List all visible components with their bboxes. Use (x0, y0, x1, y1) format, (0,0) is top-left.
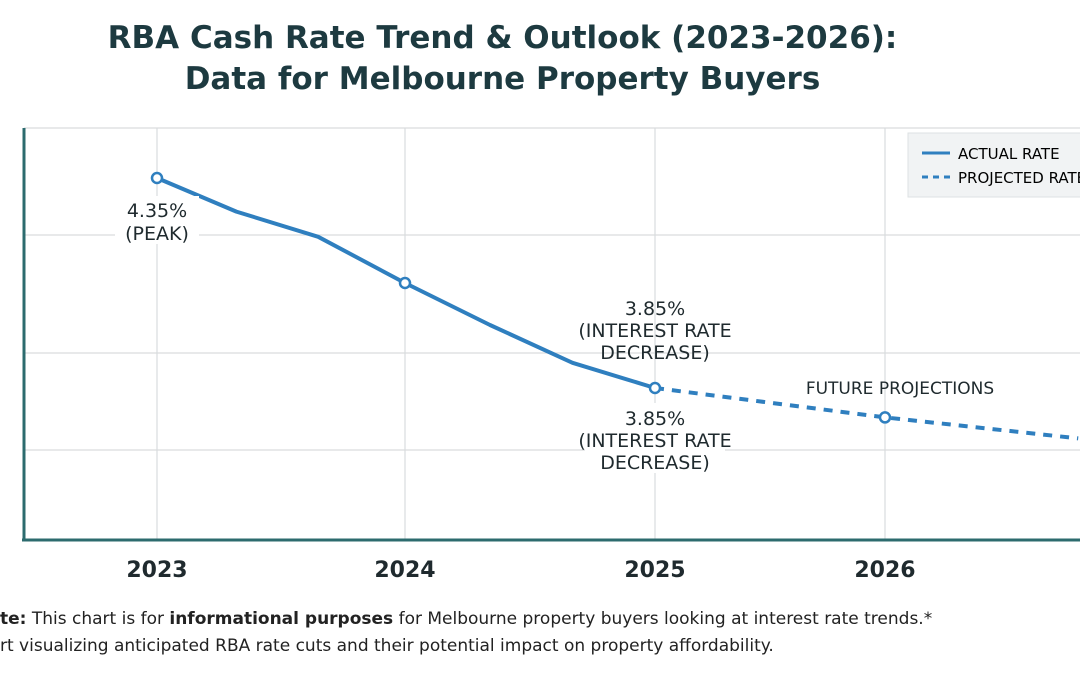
title-line-2: Data for Melbourne Property Buyers (184, 61, 821, 97)
legend-label-actual: ACTUAL RATE (958, 145, 1060, 163)
data-point-marker (398, 276, 412, 290)
series-line-projected (654, 386, 1079, 441)
x-tick-label: 2026 (854, 558, 915, 583)
footnote-text-a: This chart is for (26, 609, 170, 629)
annotation-2025-label-upper: (INTEREST RATE (578, 320, 731, 342)
data-point-marker (878, 411, 892, 424)
chart-title: RBA Cash Rate Trend & Outlook (2023-2026… (0, 18, 1005, 100)
footnote-text-b: for Melbourne property buyers looking at… (393, 609, 933, 629)
annotation-2025-label-lower: (INTEREST RATE (578, 430, 731, 452)
data-point-marker (150, 171, 164, 185)
x-tick-label: 2025 (624, 558, 685, 583)
annotation-2025-label-lower-2: DECREASE) (600, 452, 710, 474)
annotation-peak-label: (PEAK) (125, 223, 189, 245)
line-chart: 2023 2024 2025 2026 4.35% (PEAK) 3.85% (INT… (22, 127, 1080, 583)
annotation-2025-value-upper: 3.85% (625, 298, 685, 320)
annotation-2025-label-upper-2: DECREASE) (600, 342, 710, 364)
legend-label-projected: PROJECTED RATE (958, 169, 1080, 187)
footnote-prefix: te: (0, 609, 27, 629)
annotation-2025-value-lower: 3.85% (625, 408, 685, 430)
footnote-bold: informational purposes (169, 609, 394, 629)
footnote-line-1: te: This chart is for informational purp… (0, 609, 932, 629)
annotation-future-projections: FUTURE PROJECTIONS (806, 379, 994, 399)
annotation-peak-value: 4.35% (127, 200, 187, 222)
x-tick-label: 2023 (126, 558, 187, 583)
footnote-line-2: rt visualizing anticipated RBA rate cuts… (0, 636, 774, 656)
title-line-1: RBA Cash Rate Trend & Outlook (2023-2026… (107, 20, 898, 56)
data-point-marker (648, 381, 662, 395)
legend: ACTUAL RATE PROJECTED RATE (907, 132, 1080, 198)
x-tick-label: 2024 (374, 558, 435, 583)
